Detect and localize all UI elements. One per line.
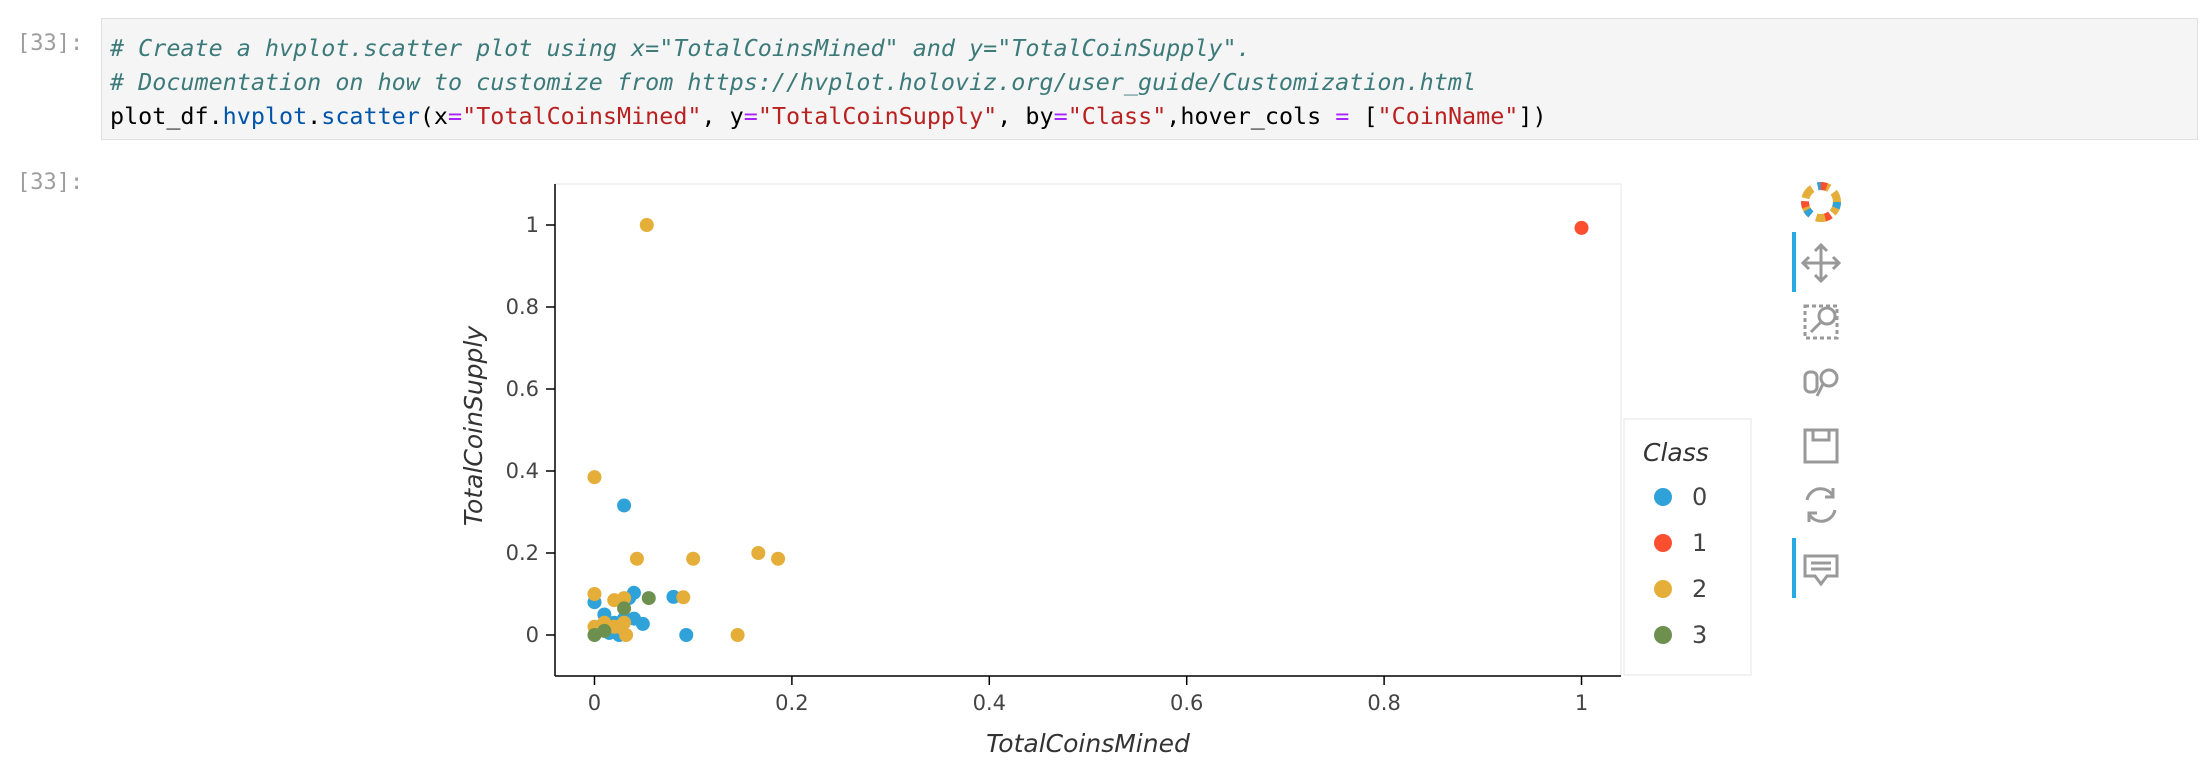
code-token: ]) xyxy=(1518,102,1547,130)
y-tick-label: 1 xyxy=(526,213,539,237)
code-token: scatter xyxy=(321,102,420,130)
plot-frame xyxy=(554,183,1622,677)
legend-label: 3 xyxy=(1692,621,1707,649)
wheel-zoom-tool[interactable] xyxy=(1803,368,1839,397)
y-tick-label: 0.6 xyxy=(506,377,539,401)
point xyxy=(641,591,656,606)
point xyxy=(730,628,745,642)
y-tick-label: 0.2 xyxy=(506,541,539,565)
legend-marker xyxy=(1654,488,1672,506)
output-prompt: [33]: xyxy=(17,170,84,195)
code-comment: # Create a hvplot.scatter plot using x="… xyxy=(110,34,1251,62)
code-token: "TotalCoinSupply" xyxy=(757,102,998,130)
point xyxy=(587,587,602,601)
point xyxy=(686,551,701,566)
x-tick-label: 0 xyxy=(588,691,601,715)
toolbar xyxy=(1792,182,1842,598)
code-token: [ xyxy=(1349,102,1378,130)
point xyxy=(639,218,654,232)
point xyxy=(666,589,681,604)
point xyxy=(679,628,694,642)
pan-tool[interactable] xyxy=(1800,242,1842,284)
code-cell[interactable]: # Create a hvplot.scatter plot using x="… xyxy=(101,18,2198,140)
point xyxy=(587,470,602,485)
code-token: "CoinName" xyxy=(1377,102,1519,130)
y-tick-label: 0 xyxy=(526,623,539,647)
x-tick-label: 1 xyxy=(1575,691,1588,715)
point xyxy=(1574,220,1589,235)
point xyxy=(617,591,632,606)
code-token: = xyxy=(743,102,758,130)
legend-marker xyxy=(1654,580,1672,598)
code-token: ,hover_cols xyxy=(1166,102,1336,130)
x-tick-label: 0.8 xyxy=(1367,691,1400,715)
point xyxy=(751,546,766,560)
point xyxy=(629,551,644,566)
save-tool[interactable] xyxy=(1803,428,1839,464)
point xyxy=(676,590,691,605)
code-token: hvplot xyxy=(222,102,308,130)
legend-marker xyxy=(1654,534,1672,552)
code-token: (x xyxy=(419,102,449,130)
code-token: = xyxy=(448,102,463,130)
bokeh-logo[interactable] xyxy=(1801,182,1841,222)
legend-title: Class xyxy=(1643,438,1709,467)
active-indicator xyxy=(1792,538,1796,598)
y-tick-label: 0.8 xyxy=(506,295,539,319)
legend-label: 0 xyxy=(1692,483,1707,511)
hover-tool[interactable] xyxy=(1803,554,1839,587)
legend-label: 1 xyxy=(1692,529,1707,557)
point xyxy=(617,601,632,616)
box-zoom-tool[interactable] xyxy=(1803,304,1839,340)
x-tick-label: 0.2 xyxy=(775,691,808,715)
point xyxy=(771,551,786,566)
x-axis-label: TotalCoinsMined xyxy=(986,729,1190,758)
point xyxy=(597,623,612,638)
y-axis-label: TotalCoinSupply xyxy=(459,325,488,526)
code-token: , y xyxy=(701,102,744,130)
code-token: = xyxy=(1053,102,1068,130)
code-token: = xyxy=(1335,102,1350,130)
x-tick-label: 0.6 xyxy=(1170,691,1203,715)
code-comment: # Documentation on how to customize from… xyxy=(110,68,1476,96)
legend-box xyxy=(1623,418,1752,676)
reset-tool[interactable] xyxy=(1805,487,1837,523)
input-prompt: [33]: xyxy=(17,31,84,56)
legend-label: 2 xyxy=(1692,575,1707,603)
point xyxy=(612,619,627,634)
x-tick-label: 0.4 xyxy=(973,691,1006,715)
legend-marker xyxy=(1654,626,1672,644)
code-token: . xyxy=(307,102,322,130)
code-token: "Class" xyxy=(1067,102,1167,130)
point xyxy=(617,498,632,513)
y-tick-label: 0.4 xyxy=(506,459,539,483)
code-token: , by xyxy=(997,102,1054,130)
code-token: "TotalCoinsMined" xyxy=(462,102,702,130)
code-token: plot_df. xyxy=(110,102,223,130)
active-indicator xyxy=(1792,232,1796,292)
